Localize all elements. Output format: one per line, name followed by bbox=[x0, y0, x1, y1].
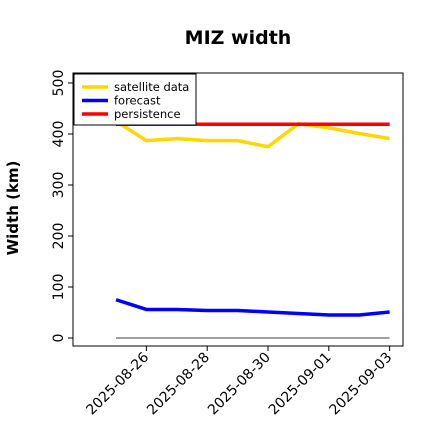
x-tick-label: 2025-09-01 bbox=[266, 350, 335, 419]
chart-title: MIZ width bbox=[185, 27, 292, 49]
series-line-satellite-data bbox=[115, 119, 390, 149]
series-line-forecast bbox=[115, 298, 390, 317]
x-tick-label: 2025-08-26 bbox=[83, 349, 152, 418]
x-tick-label: 2025-08-30 bbox=[205, 350, 274, 419]
plot-frame bbox=[72, 72, 404, 347]
y-tick-label: 0 bbox=[51, 334, 67, 343]
legend-label: forecast bbox=[114, 94, 161, 108]
x-tick-label: 2025-09-03 bbox=[327, 350, 396, 419]
x-tick-label: 2025-08-28 bbox=[144, 350, 213, 419]
y-tick-label: 400 bbox=[51, 121, 67, 148]
y-tick-label: 100 bbox=[51, 274, 67, 301]
plot-area: 01002003004005002025-08-262025-08-282025… bbox=[51, 70, 404, 419]
y-tick-label: 200 bbox=[51, 223, 67, 250]
legend-label: satellite data bbox=[114, 80, 189, 94]
y-tick-label: 300 bbox=[51, 172, 67, 199]
y-axis-label: Width (km) bbox=[4, 161, 22, 256]
legend-label: persistence bbox=[114, 107, 181, 121]
y-tick-label: 500 bbox=[51, 70, 67, 97]
